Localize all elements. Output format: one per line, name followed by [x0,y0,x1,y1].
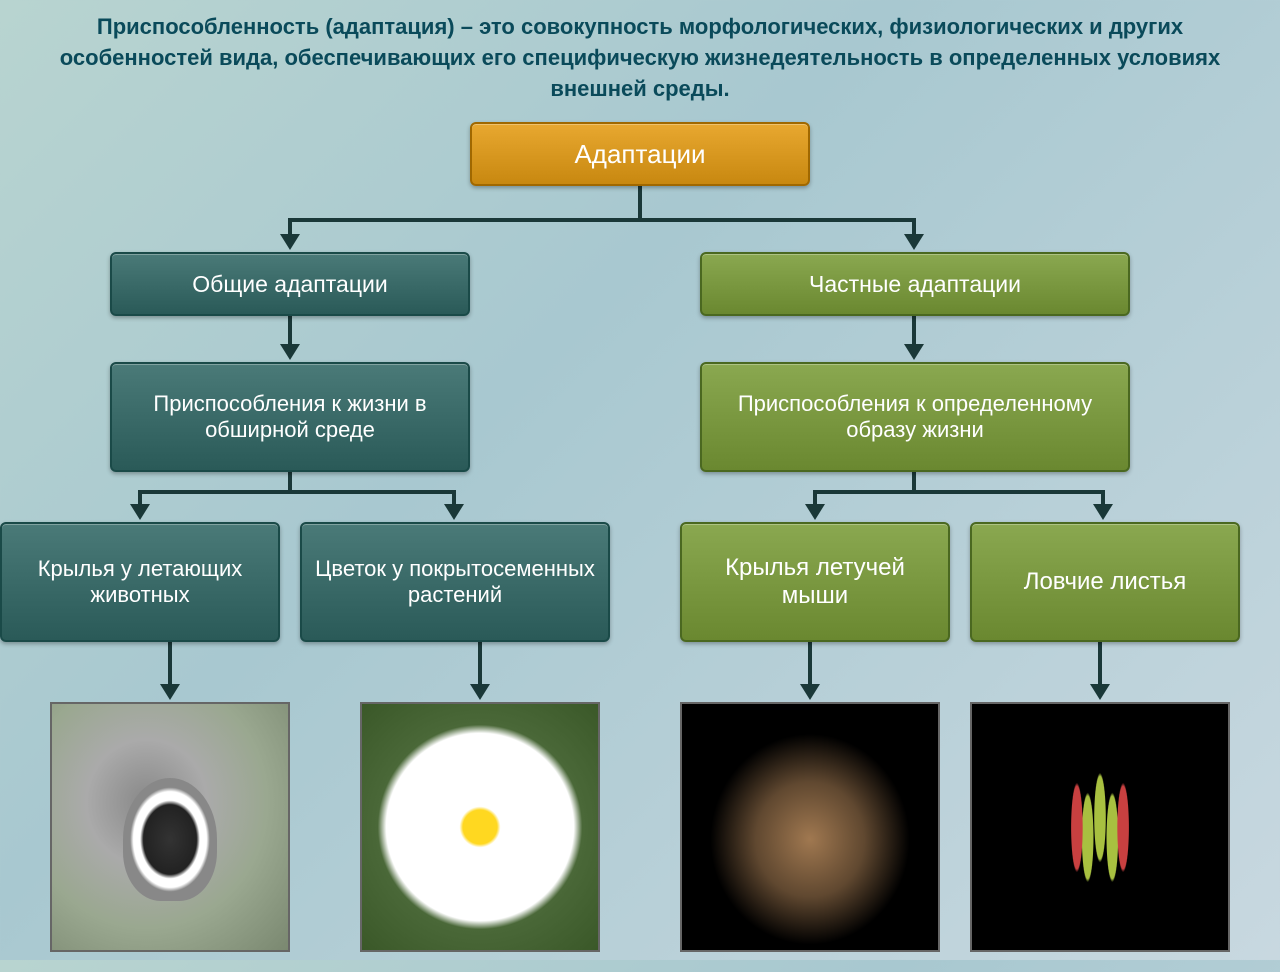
node-label: Ловчие листья [1024,568,1187,596]
node-label: Общие адаптации [192,271,387,298]
node-label: Крылья летучей мыши [694,554,936,610]
connector [168,642,172,686]
node-label: Адаптации [574,139,705,170]
arrow-head-icon [470,684,490,700]
connector [138,490,456,494]
node-specific-adaptations: Частные адаптации [700,252,1130,316]
node-trap-leaves: Ловчие листья [970,522,1240,642]
node-label: Приспособления к определенному образу жи… [714,391,1116,443]
connector [813,490,1105,494]
arrow-head-icon [1093,504,1113,520]
arrow-head-icon [1090,684,1110,700]
node-label: Приспособления к жизни в обширной среде [124,391,456,443]
arrow-head-icon [130,504,150,520]
connector [288,218,916,222]
node-label: Частные адаптации [809,271,1021,298]
connector [288,316,292,346]
connector [478,642,482,686]
image-bird [50,702,290,952]
arrow-head-icon [904,344,924,360]
diagram-canvas: Адаптации Общие адаптации Частные адапта… [0,112,1280,972]
node-general-adaptations: Общие адаптации [110,252,470,316]
node-wings-flying-animals: Крылья у летающих животных [0,522,280,642]
node-specific-lifestyle: Приспособления к определенному образу жи… [700,362,1130,472]
arrow-head-icon [904,234,924,250]
arrow-head-icon [280,344,300,360]
arrow-head-icon [805,504,825,520]
image-bat [680,702,940,952]
connector [912,316,916,346]
node-broad-environment: Приспособления к жизни в обширной среде [110,362,470,472]
arrow-head-icon [160,684,180,700]
page-title: Приспособленность (адаптация) – это сово… [0,0,1280,112]
node-label: Цветок у покрытосеменных растений [314,556,596,608]
node-bat-wings: Крылья летучей мыши [680,522,950,642]
node-flower-angiosperms: Цветок у покрытосеменных растений [300,522,610,642]
node-root: Адаптации [470,122,810,186]
connector [638,186,642,222]
connector [808,642,812,686]
arrow-head-icon [280,234,300,250]
node-label: Крылья у летающих животных [14,556,266,608]
image-flower [360,702,600,952]
image-sundew [970,702,1230,952]
connector [1098,642,1102,686]
arrow-head-icon [800,684,820,700]
arrow-head-icon [444,504,464,520]
